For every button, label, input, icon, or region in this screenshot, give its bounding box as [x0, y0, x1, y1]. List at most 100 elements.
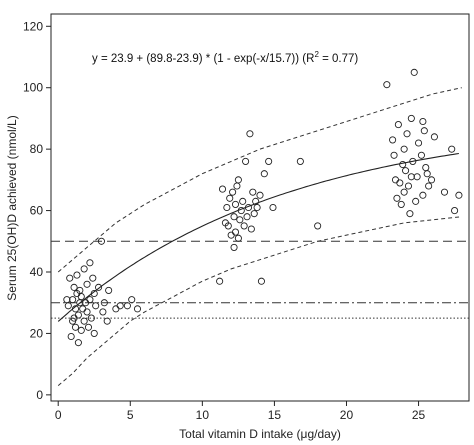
data-point [99, 308, 107, 316]
data-point [253, 203, 261, 212]
data-point [389, 136, 397, 144]
data-point [80, 317, 88, 325]
data-point [390, 151, 398, 159]
prediction-bands [57, 87, 462, 386]
data-point [407, 173, 415, 181]
data-point [116, 302, 124, 310]
data-point [383, 81, 391, 89]
data-point [105, 286, 113, 294]
data-point [71, 323, 80, 331]
data-point [128, 296, 136, 304]
data-point [406, 210, 414, 218]
data-point [218, 185, 227, 193]
data-point [415, 139, 423, 147]
x-tick-label: 20 [340, 408, 354, 422]
data-point [229, 188, 237, 196]
x-tick-label: 0 [55, 408, 62, 422]
data-point [404, 182, 413, 190]
data-point [83, 280, 91, 288]
data-point [80, 265, 88, 273]
upper-prediction-band [57, 87, 462, 273]
data-point [269, 203, 277, 212]
data-point [234, 234, 242, 242]
data-point [417, 151, 425, 159]
data-point [74, 339, 82, 347]
data-point [112, 305, 120, 313]
data-point [410, 68, 418, 76]
data-point [407, 114, 415, 122]
data-point [427, 176, 436, 184]
y-tick-label: 120 [23, 19, 43, 33]
data-point [70, 283, 78, 291]
data-point [296, 157, 304, 165]
data-point [227, 231, 235, 239]
plot-frame [50, 13, 470, 402]
data-point [420, 127, 428, 135]
data-point [133, 305, 142, 313]
data-point [86, 296, 94, 304]
data-point [233, 182, 241, 190]
data-point [256, 191, 264, 199]
data-point [391, 176, 400, 184]
data-point [79, 305, 87, 313]
data-point [419, 117, 427, 126]
y-axis-label: Serum 25(OH)D achieved (nmol/L) [5, 115, 19, 300]
data-point [409, 157, 417, 165]
data-point [250, 210, 258, 218]
data-point [223, 203, 231, 212]
data-point [90, 289, 98, 298]
data-point [69, 296, 77, 304]
data-point [260, 170, 268, 178]
data-point [77, 293, 85, 301]
data-point [257, 277, 265, 285]
y-tick-label: 60 [30, 204, 44, 218]
data-point [123, 302, 131, 310]
data-point [240, 222, 248, 230]
data-point [231, 200, 240, 208]
data-point [400, 145, 408, 153]
regression-equation: y = 23.9 + (89.8-23.9) * (1 - exp(-x/15.… [92, 50, 358, 65]
y-tick-label: 100 [23, 81, 43, 95]
data-point [230, 213, 238, 221]
data-point [403, 130, 411, 138]
data-point [86, 259, 94, 267]
data-point [400, 188, 408, 196]
x-tick-label: 10 [196, 408, 210, 422]
data-point [216, 277, 224, 285]
data-point [393, 194, 401, 202]
data-point [234, 176, 242, 184]
data-point [83, 308, 91, 316]
data-point [243, 213, 251, 221]
data-point [90, 329, 98, 337]
data-point [448, 145, 456, 153]
data-point [224, 222, 232, 230]
data-point [239, 197, 247, 205]
data-point [63, 296, 71, 304]
y-tick-label: 20 [30, 326, 44, 340]
data-point [425, 182, 433, 190]
data-point [247, 225, 255, 233]
data-point [64, 302, 72, 310]
data-point [231, 228, 240, 236]
data-point [397, 200, 405, 208]
data-point [249, 188, 257, 196]
data-point [236, 216, 244, 224]
x-axis: 0 5 10 15 20 25 [55, 401, 426, 422]
data-point [412, 197, 420, 205]
data-point [399, 160, 407, 169]
data-point [430, 133, 438, 141]
data-point [97, 237, 105, 245]
x-tick-label: 25 [412, 408, 426, 422]
data-points [63, 68, 463, 347]
data-point [237, 207, 245, 215]
data-point [265, 157, 273, 165]
data-point [394, 121, 402, 129]
data-point [77, 326, 85, 334]
data-point [455, 191, 463, 199]
data-point [422, 164, 430, 172]
data-point [67, 332, 75, 341]
data-point [84, 323, 93, 331]
data-point [95, 283, 103, 291]
data-point [396, 179, 404, 187]
data-point [226, 194, 234, 202]
